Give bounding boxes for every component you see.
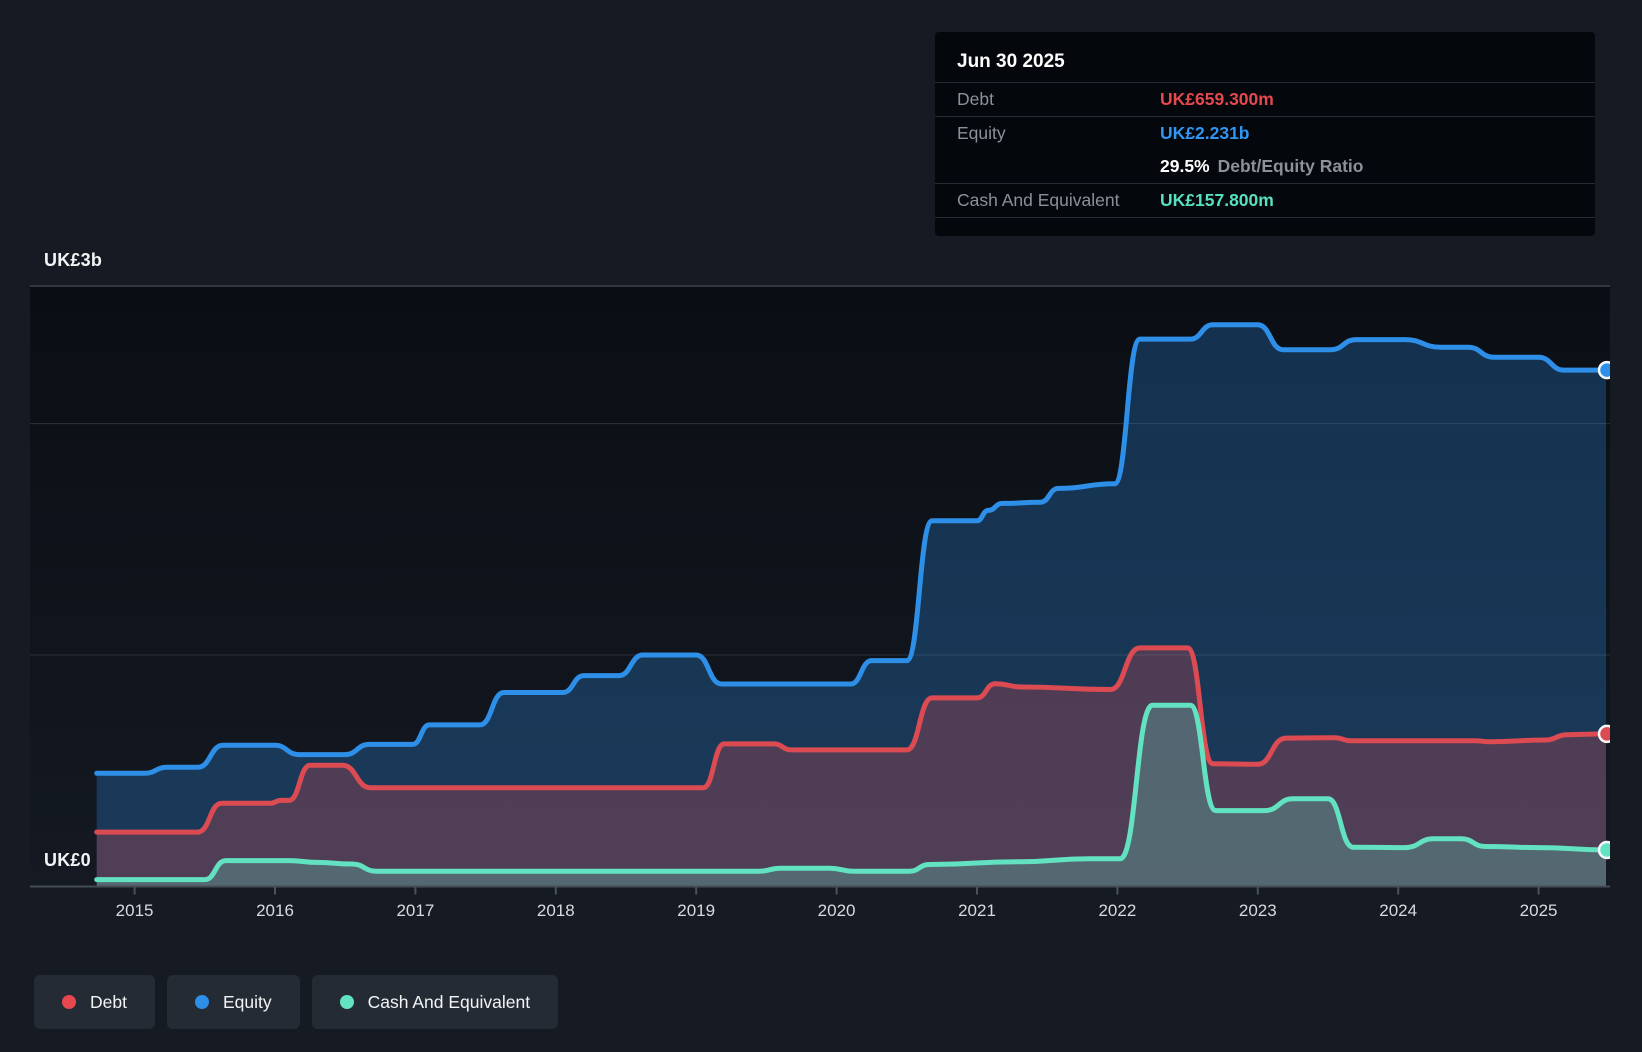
- x-axis-label-2021: 2021: [958, 901, 996, 920]
- equity-line: [94, 322, 1609, 776]
- tooltip-debt-value: UK£659.300m: [1160, 89, 1274, 109]
- legend-label-equity: Equity: [222, 991, 272, 1012]
- tooltip-cash-value: UK£157.800m: [1160, 190, 1274, 210]
- x-axis-label-2015: 2015: [115, 901, 154, 920]
- chart-legend: Debt Equity Cash And Equivalent: [34, 975, 559, 1029]
- x-axis-label-2024: 2024: [1379, 901, 1418, 920]
- tooltip-debt-label: Debt: [957, 89, 994, 109]
- equity-area: [96, 324, 1607, 887]
- legend-label-cash: Cash And Equivalent: [367, 991, 531, 1012]
- tooltip-cash-label: Cash And Equivalent: [957, 190, 1120, 210]
- debt-area: [96, 647, 1607, 887]
- tooltip-equity-label: Equity: [957, 123, 1006, 143]
- equity-endpoint-marker: [1597, 360, 1610, 380]
- x-axis-label-2019: 2019: [677, 901, 716, 920]
- tooltip-row-debt: Debt UK£659.300m: [935, 83, 1595, 117]
- tooltip-row-ratio: 29.5% Debt/Equity Ratio: [935, 150, 1595, 184]
- debt-endpoint-marker: [1597, 724, 1610, 744]
- tooltip-row-equity: Equity UK£2.231b: [935, 117, 1595, 150]
- legend-item-equity[interactable]: Equity: [166, 975, 300, 1029]
- legend-label-debt: Debt: [90, 991, 127, 1012]
- plot-background: [30, 286, 1610, 887]
- x-axis-label-2017: 2017: [396, 901, 435, 920]
- tooltip-row-cash: Cash And Equivalent UK£157.800m: [935, 184, 1595, 218]
- legend-item-cash[interactable]: Cash And Equivalent: [311, 975, 559, 1029]
- tooltip-ratio-label: Debt/Equity Ratio: [1217, 156, 1364, 176]
- chart-tooltip: Jun 30 2025 Debt UK£659.300m Equity UK£2…: [935, 32, 1595, 236]
- cash-and-equivalent-endpoint-marker: [1597, 840, 1610, 860]
- y-axis-label-zero: UK£0: [44, 850, 91, 870]
- tooltip-equity-value: UK£2.231b: [1160, 123, 1250, 143]
- x-axis-label-2020: 2020: [817, 901, 856, 920]
- equity-legend-dot-icon: [194, 995, 209, 1009]
- x-axis-label-2025: 2025: [1519, 901, 1558, 920]
- x-axis-label-2022: 2022: [1098, 901, 1137, 920]
- cash-and-equivalent-line: [94, 702, 1609, 883]
- cash-legend-dot-icon: [339, 995, 354, 1009]
- plot-area: [94, 322, 1610, 887]
- debt-legend-dot-icon: [62, 995, 76, 1009]
- x-axis-label-2016: 2016: [256, 901, 294, 920]
- x-axis-label-2018: 2018: [536, 901, 575, 920]
- tooltip-date: Jun 30 2025: [935, 42, 1595, 83]
- x-axis-label-2023: 2023: [1238, 901, 1277, 920]
- y-axis-label-top: UK£3b: [44, 250, 103, 270]
- cash-and-equivalent-area: [96, 705, 1607, 887]
- debt-line: [94, 645, 1609, 835]
- tooltip-ratio-value: 29.5%: [1160, 156, 1210, 176]
- legend-item-debt[interactable]: Debt: [34, 975, 155, 1029]
